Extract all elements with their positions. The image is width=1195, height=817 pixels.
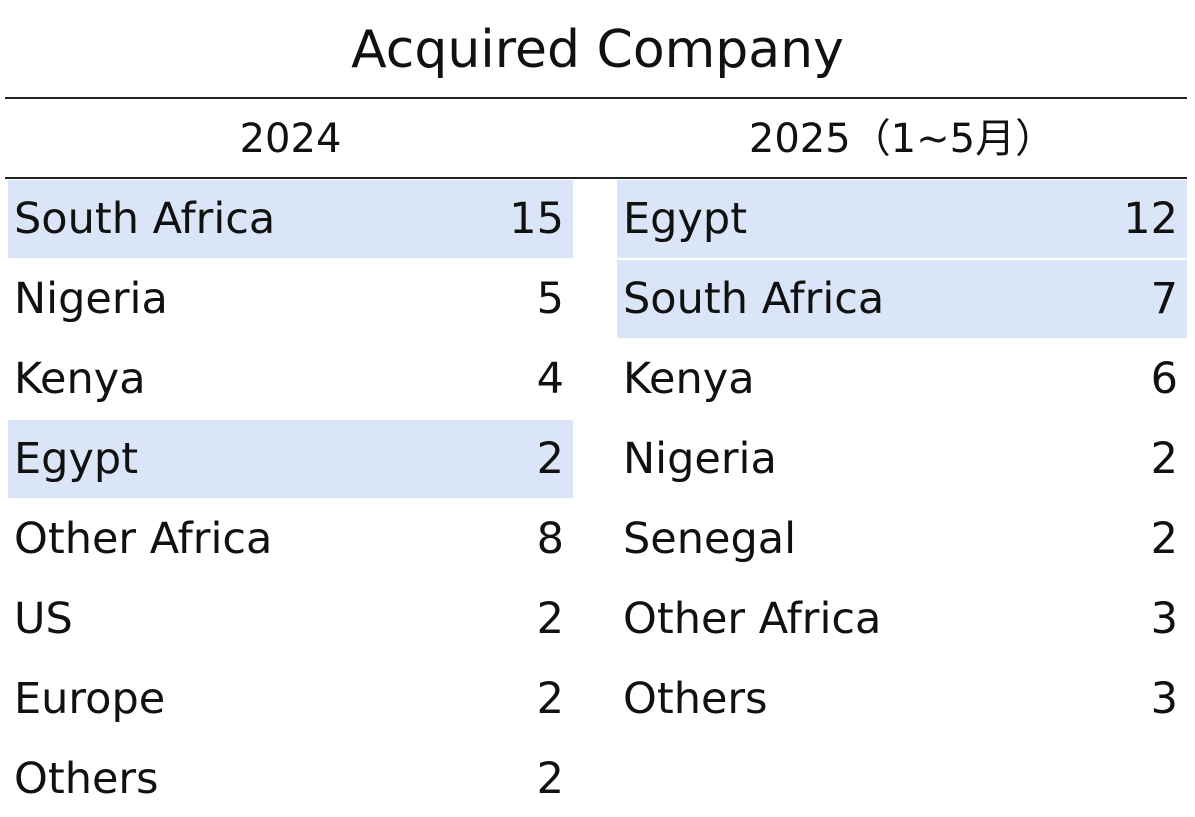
row-value: 8 <box>536 514 564 564</box>
header-rule <box>5 177 1187 179</box>
row-value: 12 <box>1123 194 1178 244</box>
row-name: Others <box>14 754 159 804</box>
title: Acquired Company <box>351 20 844 80</box>
column-header: 2024 <box>239 116 342 162</box>
row-value: 2 <box>536 594 564 644</box>
row-value: 3 <box>1150 674 1178 724</box>
row-name: South Africa <box>623 274 885 324</box>
row-value: 3 <box>1150 594 1178 644</box>
row-name: Egypt <box>14 434 139 484</box>
row-highlight <box>617 180 1187 258</box>
row-value: 6 <box>1150 354 1178 404</box>
row-value: 2 <box>1150 434 1178 484</box>
row-value: 2 <box>536 434 564 484</box>
row-name: Senegal <box>623 514 797 564</box>
row-name: Other Africa <box>623 594 882 644</box>
row-value: 2 <box>536 754 564 804</box>
row-highlight <box>8 180 573 258</box>
row-value: 5 <box>536 274 564 324</box>
row-name: Kenya <box>623 354 755 404</box>
row-name: Other Africa <box>14 514 273 564</box>
row-value: 2 <box>1150 514 1178 564</box>
column-header: 2025（1~5月） <box>748 116 1056 162</box>
row-value: 7 <box>1150 274 1178 324</box>
row-name: Others <box>623 674 768 724</box>
row-name: Kenya <box>14 354 146 404</box>
top-rule <box>5 97 1187 99</box>
row-name: South Africa <box>14 194 276 244</box>
row-highlight <box>617 260 1187 338</box>
row-value: 4 <box>536 354 564 404</box>
row-name: US <box>14 594 73 644</box>
row-name: Nigeria <box>14 274 168 324</box>
row-name: Europe <box>14 674 166 724</box>
row-name: Egypt <box>623 194 748 244</box>
row-value: 2 <box>536 674 564 724</box>
row-name: Nigeria <box>623 434 777 484</box>
row-highlight <box>8 420 573 498</box>
row-value: 15 <box>509 194 564 244</box>
